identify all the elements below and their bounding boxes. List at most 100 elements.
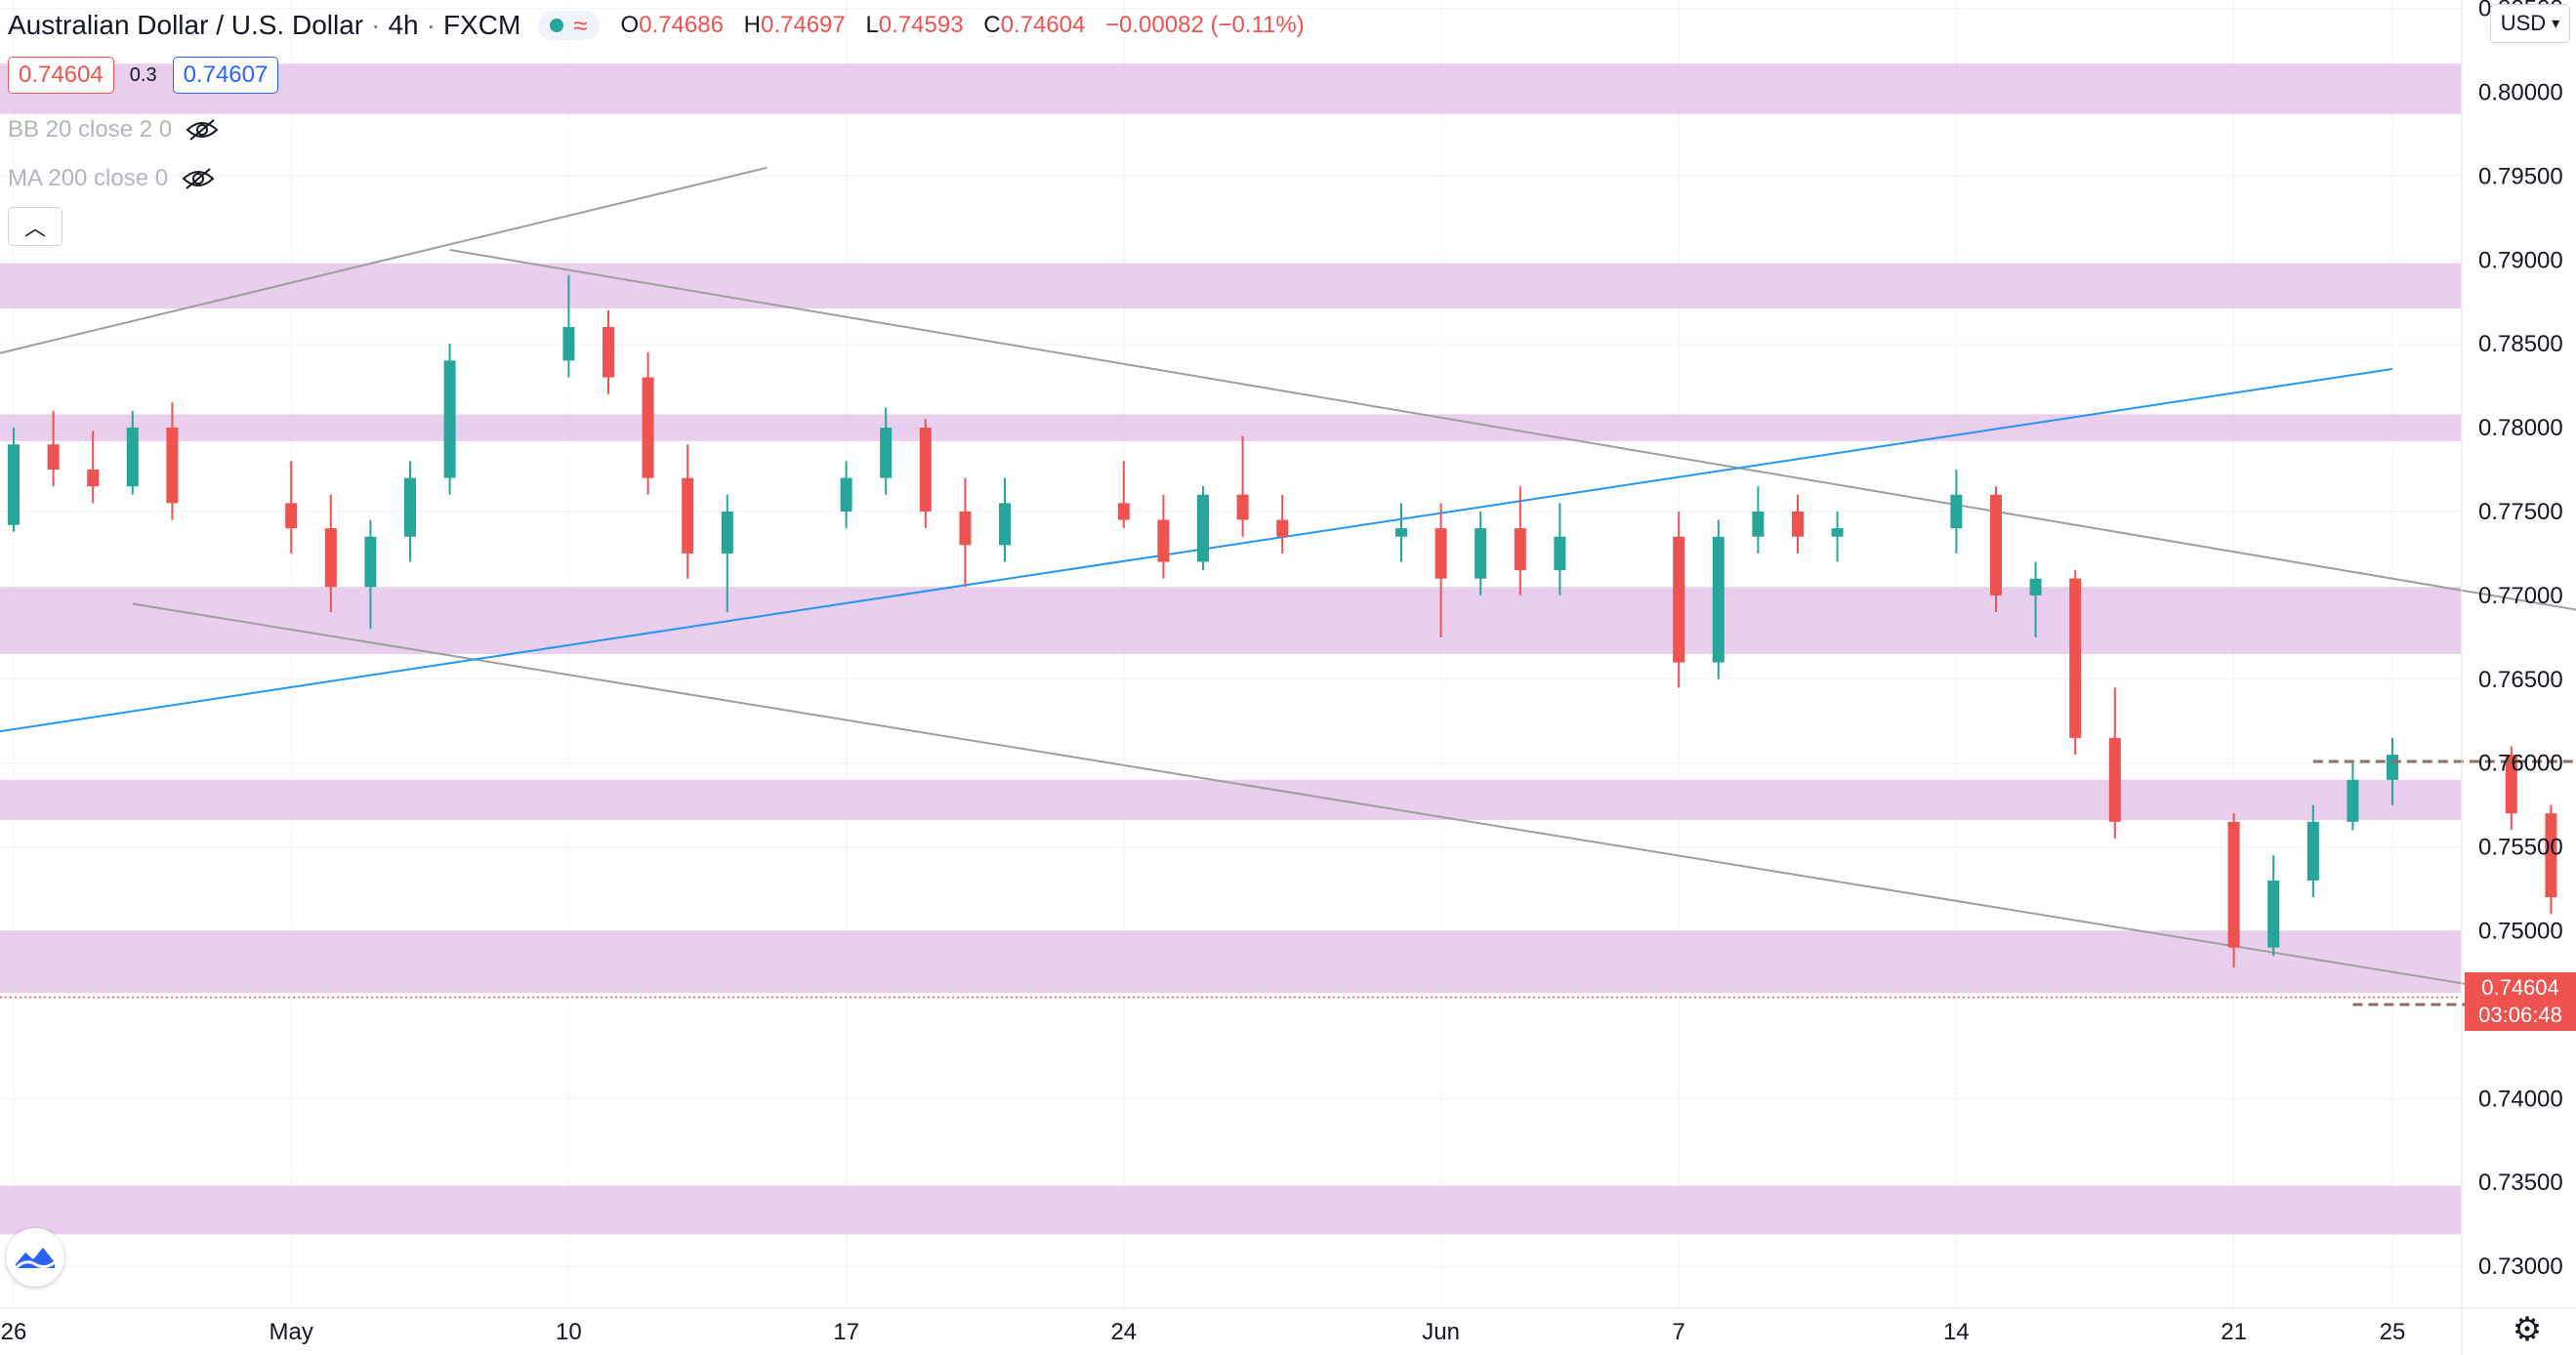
candle-body: [959, 511, 972, 546]
candle-body: [1197, 494, 1209, 562]
candle-body: [2069, 578, 2082, 738]
candle-body: [404, 477, 416, 537]
y-tick-label: 0.77000: [2478, 583, 2563, 609]
sell-button[interactable]: 0.74604: [8, 57, 114, 94]
candle-body: [721, 511, 733, 554]
candle-body: [166, 428, 179, 504]
y-tick-label: 0.76500: [2478, 667, 2563, 693]
eye-off-icon[interactable]: [186, 119, 219, 141]
buy-button[interactable]: 0.74607: [172, 57, 279, 94]
candle-body: [1276, 519, 1289, 537]
zone-band: [0, 779, 2461, 821]
trendline-descending_lower: [132, 602, 2576, 1004]
change-value: −0.00082 (−0.11%): [1105, 12, 1305, 38]
trendline-channel_top: [0, 166, 768, 354]
y-tick-label: 0.75500: [2478, 835, 2563, 861]
candle-body: [47, 444, 60, 471]
x-tick-label: 17: [833, 1319, 859, 1345]
y-tick-label: 0.79500: [2478, 163, 2563, 189]
candle-body: [642, 377, 654, 478]
close-value: 0.74604: [1000, 12, 1086, 38]
candle-body: [1554, 536, 1566, 571]
candle-body: [2267, 880, 2280, 948]
y-tick-label: 0.73500: [2478, 1170, 2563, 1196]
candle-body: [2108, 737, 2121, 822]
market-open-dot-icon: [550, 19, 564, 32]
collapse-legend-button[interactable]: ︿: [8, 207, 62, 246]
currency-button[interactable]: USD ▾: [2490, 4, 2570, 43]
candle-body: [1117, 503, 1130, 520]
y-tick-label: 0.80000: [2478, 79, 2563, 105]
y-tick-label: 0.76000: [2478, 751, 2563, 777]
x-tick-label: 24: [1110, 1319, 1137, 1345]
candle-body: [999, 503, 1011, 546]
open-value: 0.74686: [639, 12, 724, 38]
chevron-down-icon: ▾: [2552, 16, 2560, 32]
low-value: 0.74593: [878, 12, 964, 38]
candle-body: [562, 327, 575, 361]
y-tick-label: 0.79000: [2478, 247, 2563, 273]
price-axis[interactable]: 0.805000.800000.795000.790000.785000.780…: [2478, 0, 2563, 1280]
eye-off-icon[interactable]: [182, 168, 215, 189]
last-price-label: 0.74604 03:06:48: [2465, 972, 2576, 1031]
candle-body: [1950, 494, 1963, 529]
x-tick-label: 10: [556, 1319, 582, 1345]
candle-body: [443, 360, 456, 478]
indicator-bb[interactable]: BB 20 close 2 0: [8, 111, 219, 148]
high-value: 0.74697: [761, 12, 846, 38]
candle-body: [2227, 821, 2240, 948]
spread-value: 0.3: [129, 63, 157, 86]
ohlc-values: O0.74686 H0.74697 L0.74593 C0.74604 −0.0…: [620, 12, 1305, 38]
bar-countdown: 03:06:48: [2478, 1003, 2562, 1027]
zone-band: [0, 263, 2461, 309]
indicator-ma[interactable]: MA 200 close 0: [8, 160, 215, 197]
zone-band: [0, 63, 2461, 114]
candle-body: [1712, 536, 1724, 663]
x-tick-label: Jun: [1422, 1319, 1460, 1345]
candle-body: [1434, 528, 1447, 579]
quote-row: 0.74604 0.3 0.74607: [8, 57, 279, 94]
candlestick-series: [8, 274, 2557, 968]
candle-body: [1475, 528, 1487, 579]
tradingview-logo-icon: [14, 1248, 56, 1270]
x-tick-label: May: [270, 1319, 313, 1345]
time-axis[interactable]: 26May101724Jun7142125Jul1219: [1, 1319, 2576, 1345]
candle-body: [840, 477, 852, 512]
tradingview-logo[interactable]: [6, 1228, 64, 1287]
last-price-value: 0.74604: [2481, 975, 2559, 1000]
market-status[interactable]: ≈: [538, 11, 600, 40]
x-tick-label: 7: [1673, 1319, 1685, 1345]
candle-body: [126, 428, 139, 487]
zone-band: [0, 414, 2461, 441]
candle-body: [1990, 494, 2002, 595]
candle-body: [1514, 528, 1526, 571]
candle-body: [1831, 528, 1844, 537]
symbol-title[interactable]: Australian Dollar / U.S. Dollar: [8, 10, 364, 40]
candle-body: [2306, 821, 2319, 881]
candle-body: [919, 428, 932, 512]
candle-body: [1236, 494, 1249, 520]
candle-body: [1673, 536, 1685, 663]
candle-body: [324, 528, 337, 588]
zone-band: [0, 1185, 2461, 1235]
candle-body: [880, 428, 893, 478]
y-tick-label: 0.78500: [2478, 331, 2563, 357]
candle-body: [2387, 755, 2398, 780]
candle-body: [2505, 755, 2517, 814]
x-tick-label: 21: [2221, 1319, 2247, 1345]
candle-body: [2347, 779, 2359, 822]
candle-body: [2545, 813, 2557, 898]
candle-body: [1395, 528, 1407, 537]
trendline-descending_upper: [449, 248, 2576, 611]
chart-header: Australian Dollar / U.S. Dollar · 4h · F…: [8, 6, 1318, 45]
source-label: FXCM: [442, 10, 521, 40]
currency-label: USD: [2500, 11, 2547, 35]
candle-body: [1157, 519, 1170, 562]
y-tick-label: 0.74000: [2478, 1086, 2563, 1112]
candle-body: [1752, 511, 1765, 537]
settings-gear-icon[interactable]: ⚙: [2512, 1311, 2543, 1348]
interval-label[interactable]: 4h: [388, 10, 419, 40]
candle-body: [364, 536, 377, 588]
candle-body: [8, 444, 20, 525]
